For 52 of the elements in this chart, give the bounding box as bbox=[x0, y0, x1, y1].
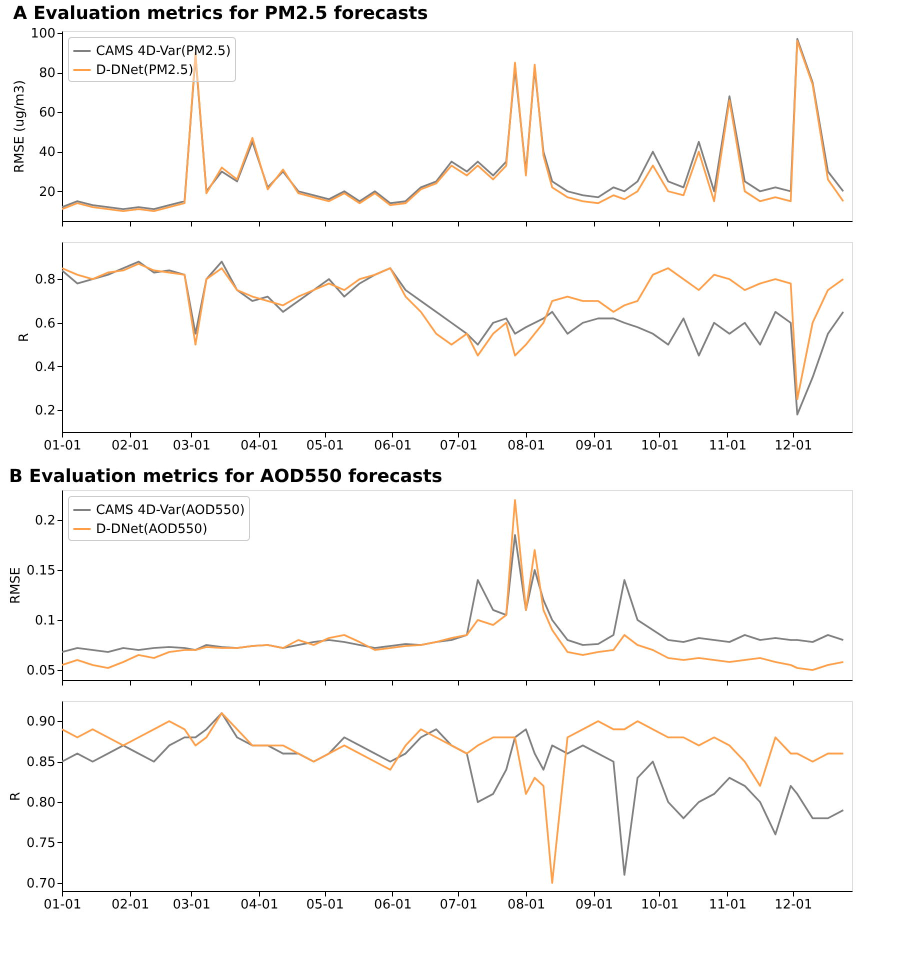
chart-title: B Evaluation metrics for AOD550 forecasts bbox=[9, 466, 442, 487]
y-tick-label: 0.05 bbox=[26, 664, 56, 678]
x-tick-label: 09-01 bbox=[575, 898, 614, 912]
x-tick-label: 05-01 bbox=[306, 438, 344, 454]
x-tick-label: 11-01 bbox=[708, 898, 747, 912]
legend-label: CAMS 4D-Var(PM2.5) bbox=[96, 44, 231, 59]
x-tick-label: 01-01 bbox=[44, 438, 82, 454]
y-tick-label: 0.85 bbox=[26, 755, 56, 770]
y-tick-label: 0.75 bbox=[26, 836, 56, 851]
y-tick-label: 0.4 bbox=[34, 360, 56, 375]
legend-label: D-DNet(AOD550) bbox=[96, 522, 208, 537]
x-tick-label: 07-01 bbox=[440, 438, 478, 454]
x-tick-label: 02-01 bbox=[111, 898, 150, 912]
x-tick-label: 07-01 bbox=[440, 898, 478, 912]
y-axis-title: R bbox=[16, 332, 32, 342]
x-tick-label: 08-01 bbox=[508, 898, 546, 912]
x-tick-label: 08-01 bbox=[508, 438, 546, 454]
y-tick-label: 0.80 bbox=[26, 796, 56, 811]
y-tick-label: 0.6 bbox=[34, 316, 56, 332]
y-axis-title: R bbox=[8, 792, 24, 802]
y-tick-label: 0.8 bbox=[34, 272, 56, 288]
x-tick-label: 03-01 bbox=[172, 898, 211, 912]
y-tick-label: 20 bbox=[38, 184, 56, 200]
x-tick-label: 11-01 bbox=[708, 438, 747, 454]
x-tick-label: 10-01 bbox=[641, 898, 679, 912]
x-tick-label: 01-01 bbox=[44, 898, 82, 912]
y-tick-label: 0.2 bbox=[34, 514, 56, 528]
x-tick-label: 05-01 bbox=[306, 898, 344, 912]
x-tick-label: 12-01 bbox=[774, 898, 812, 912]
x-tick-label: 04-01 bbox=[240, 438, 278, 454]
x-tick-label: 03-01 bbox=[172, 438, 211, 454]
legend-label: CAMS 4D-Var(AOD550) bbox=[96, 503, 245, 518]
x-tick-label: 06-01 bbox=[374, 438, 412, 454]
chart-title: A Evaluation metrics for PM2.5 forecasts bbox=[13, 2, 428, 24]
y-axis-title: RMSE bbox=[8, 567, 24, 604]
x-tick-label: 06-01 bbox=[374, 898, 412, 912]
y-tick-label: 80 bbox=[38, 66, 56, 82]
y-tick-label: 0.15 bbox=[26, 564, 56, 578]
x-tick-label: 10-01 bbox=[641, 438, 679, 454]
y-axis-title: RMSE (ug/m3) bbox=[12, 80, 28, 173]
x-tick-label: 04-01 bbox=[240, 898, 278, 912]
y-tick-label: 0.90 bbox=[26, 714, 56, 730]
y-tick-label: 0.2 bbox=[34, 404, 56, 419]
legend-label: D-DNet(PM2.5) bbox=[96, 63, 194, 78]
x-tick-label: 12-01 bbox=[774, 438, 812, 454]
x-tick-label: 09-01 bbox=[575, 438, 614, 454]
y-tick-label: 0.70 bbox=[26, 876, 56, 892]
x-tick-label: 02-01 bbox=[111, 438, 150, 454]
y-tick-label: 100 bbox=[30, 26, 56, 42]
y-tick-label: 60 bbox=[38, 106, 56, 121]
y-tick-label: 0.1 bbox=[34, 614, 56, 628]
y-tick-label: 40 bbox=[38, 145, 56, 160]
